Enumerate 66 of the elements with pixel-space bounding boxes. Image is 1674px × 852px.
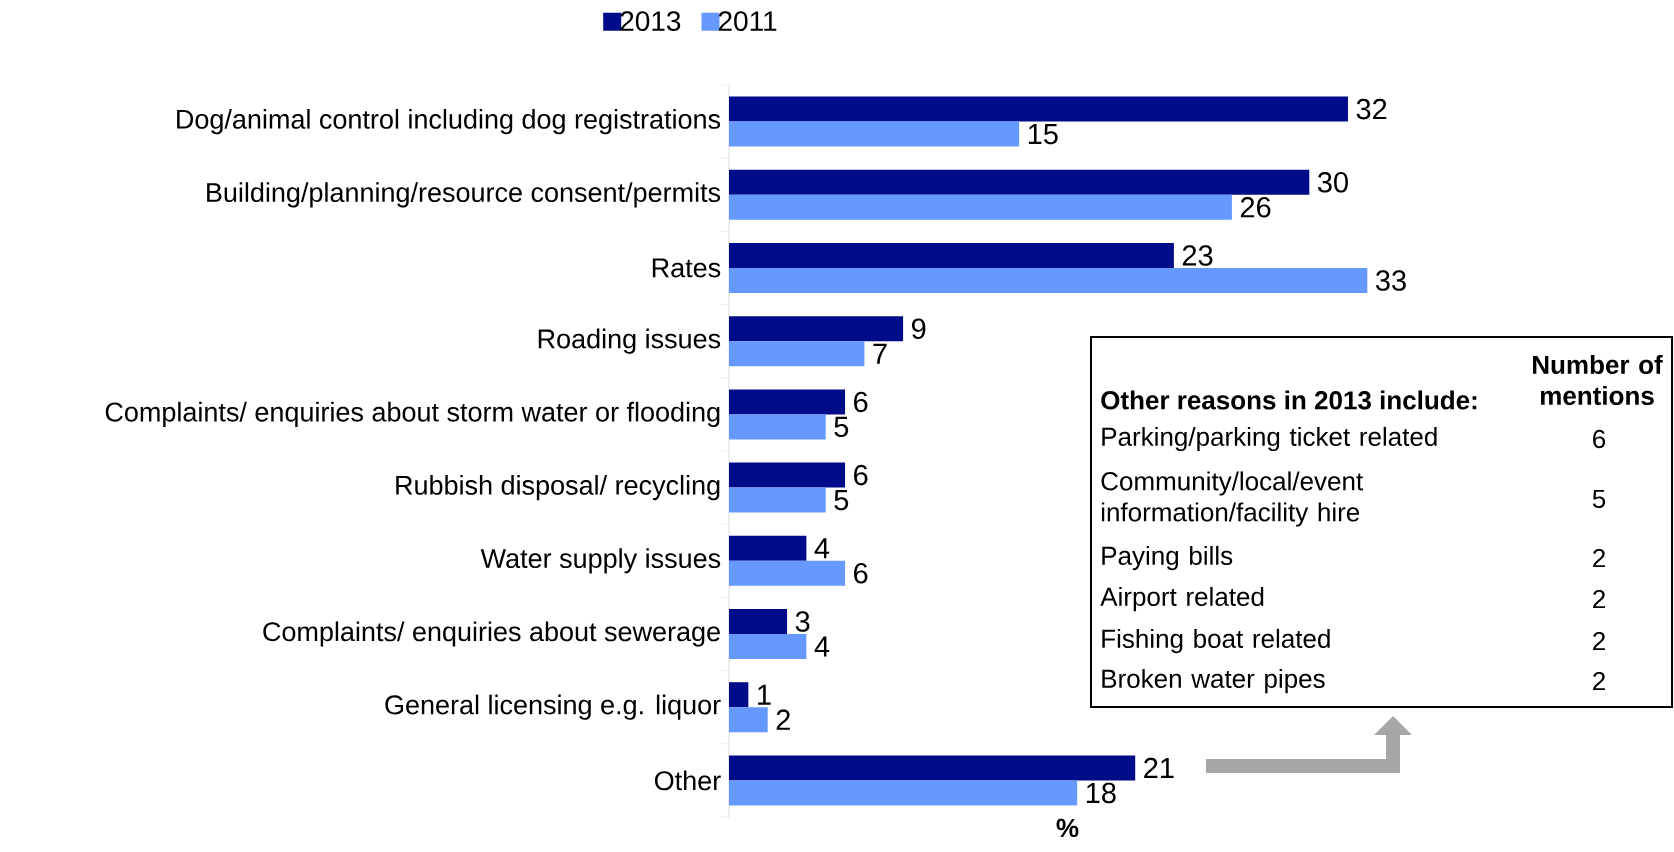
y-tick-label: Complaints/ enquiries about sewerage [263,621,720,647]
data-label: 21 [1144,757,1174,779]
bar [729,487,826,513]
data-label: 33 [1375,270,1406,291]
y-tick-label: Rates [652,258,721,278]
data-label: 18 [1086,782,1116,804]
data-label: 9 [911,318,926,339]
bar [729,341,865,367]
y-tick-label: Water supply issues [480,548,721,574]
bar [729,560,846,586]
text: 2 [1593,631,1605,651]
bar [729,389,846,415]
bar [729,682,749,708]
bar [729,609,788,635]
data-label: 15 [1028,124,1058,145]
data-label: 23 [1182,245,1213,266]
annotation: Parking/parking ticket related [1102,426,1437,452]
bar [729,194,1232,220]
y-tick-label: Building/planning/resource consent/permits [207,182,721,208]
text: 2 [1593,671,1605,691]
data-label: 3 [795,611,810,632]
data-label: 6 [854,391,868,413]
y-tick-label: Roading issues [538,328,721,354]
data-label: 1 [758,684,771,705]
annotation: Community/local/event information/facility hire [1101,471,1363,527]
data-label: 4 [814,636,830,657]
bar [729,268,1368,294]
y-tick-label: Other [654,770,721,791]
text: 2 [1593,548,1605,568]
data-label: 26 [1240,197,1271,218]
bar [729,707,768,733]
legend-label: 2011 [718,11,777,32]
data-label: 5 [834,490,849,511]
bar [729,121,1020,147]
data-label: 2 [776,709,790,730]
bar [729,462,846,488]
text: Number of mentions [1533,354,1663,406]
data-label: 30 [1317,172,1348,193]
bar [729,780,1078,806]
annotation: Other reasons in 2013 include: [1101,390,1477,410]
x-axis-title: % [1056,818,1079,838]
annotation: Paying bills [1102,545,1233,571]
data-label: 6 [854,563,868,584]
y-tick-label: General licensing e.g. liquor [385,694,721,720]
bar [729,243,1174,269]
data-label: 5 [834,416,849,438]
bar [729,535,807,561]
data-label: 6 [854,464,868,486]
bar [729,634,807,660]
data-label: 7 [873,343,887,364]
y-tick-label: Complaints/ enquiries about storm water or flooding [105,401,720,427]
bar [729,169,1310,195]
bar [729,414,826,440]
text: 5 [1592,489,1606,509]
bar [729,316,904,342]
annotation: Airport related [1100,586,1264,612]
text: 6 [1593,429,1606,449]
bar [729,755,1136,781]
data-label: 32 [1356,98,1387,120]
bar [729,96,1348,122]
text: 2 [1593,589,1605,609]
annotation: Fishing boat related [1102,628,1330,654]
data-label: 4 [814,538,830,559]
y-tick-label: Rubbish disposal/ recycling [396,475,720,501]
annotation: Broken water pipes [1102,668,1325,694]
y-tick-label: Dog/animal control including dog registrations [177,109,721,135]
